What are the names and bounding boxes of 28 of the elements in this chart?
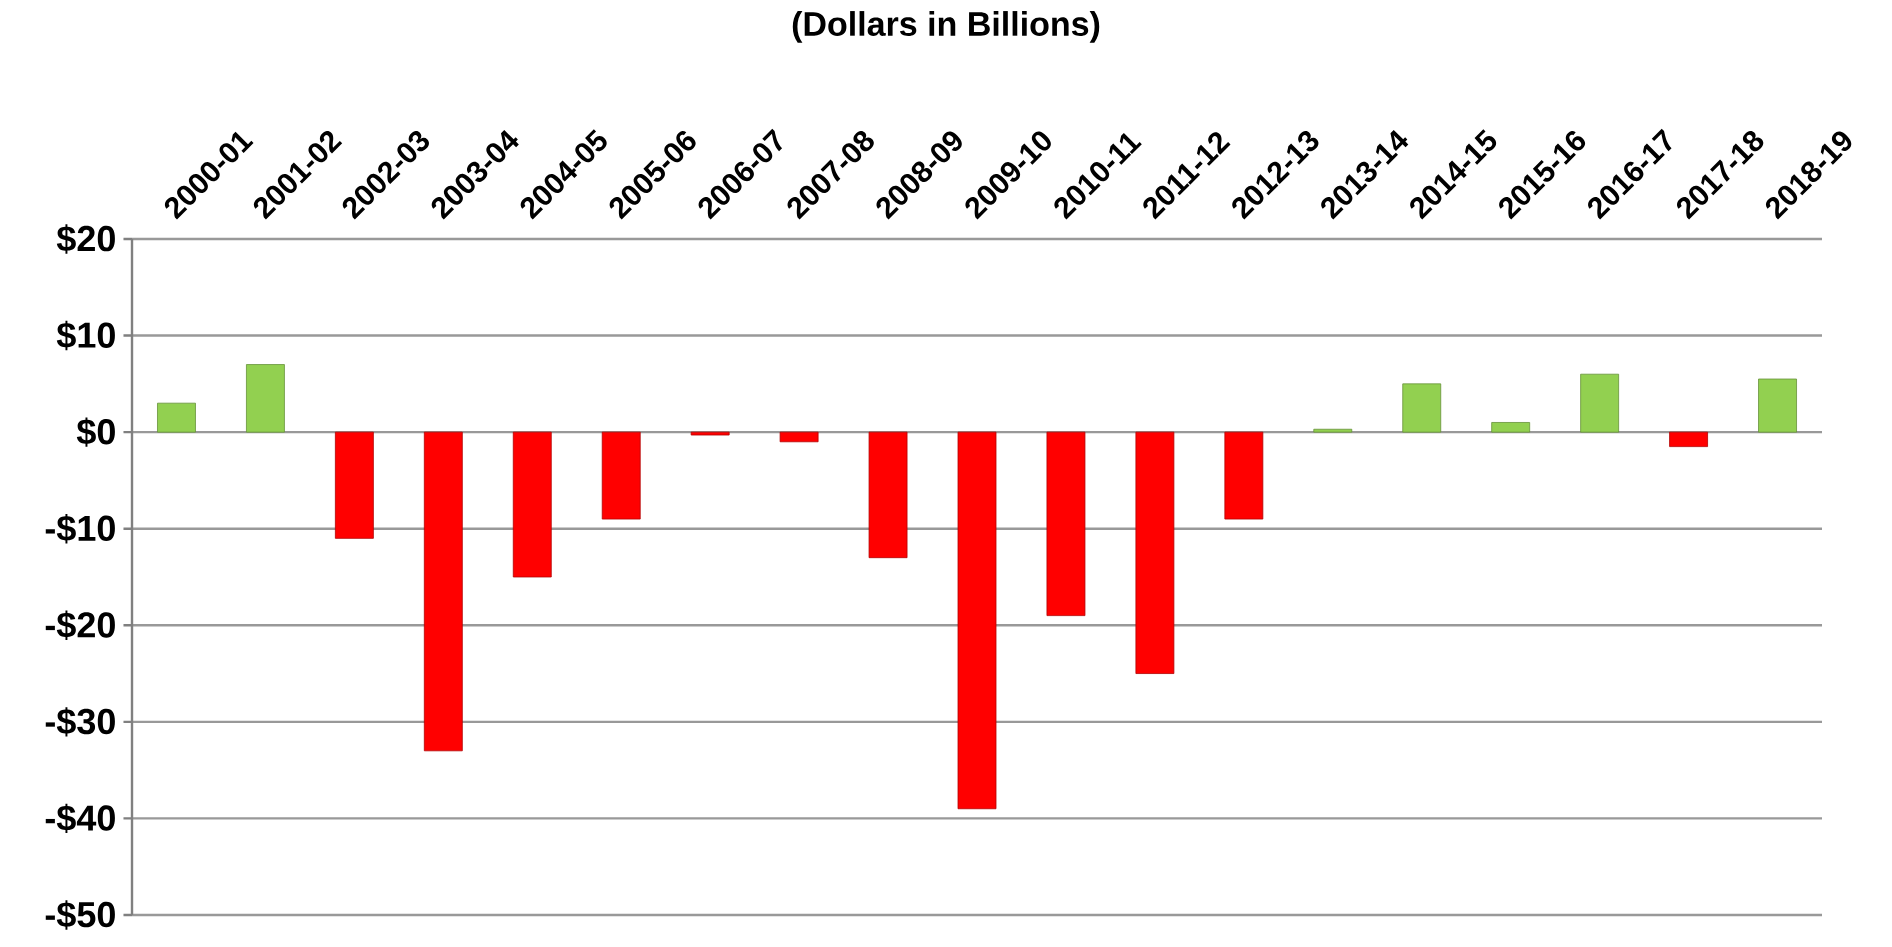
bar	[1758, 378, 1797, 433]
bar	[1313, 428, 1353, 433]
y-tick-label: -$50	[45, 900, 115, 930]
bar	[512, 431, 552, 578]
bar	[1491, 422, 1531, 433]
y-tick-label: -$20	[45, 610, 115, 640]
bar	[868, 431, 908, 559]
y-tick-label: -$30	[45, 707, 115, 737]
y-tick-label: -$40	[45, 803, 115, 834]
y-tick-label: $20	[56, 224, 115, 254]
y-tick-label: $10	[56, 320, 115, 351]
y-tick-label: -$10	[45, 514, 115, 544]
bar	[1402, 383, 1442, 433]
bar	[1224, 431, 1264, 520]
y-tick-label: $0	[76, 417, 115, 447]
bar	[1046, 431, 1086, 617]
bar	[601, 431, 641, 520]
bar	[1580, 373, 1620, 433]
bar	[1669, 431, 1708, 448]
bar	[423, 431, 463, 752]
bar	[334, 431, 374, 539]
bar	[957, 431, 997, 810]
bar	[1135, 431, 1175, 674]
bar	[690, 431, 730, 436]
bar	[246, 364, 285, 433]
chart-title: (Dollars in Billions)	[792, 11, 1100, 43]
bar	[157, 402, 196, 433]
bar	[779, 431, 819, 443]
